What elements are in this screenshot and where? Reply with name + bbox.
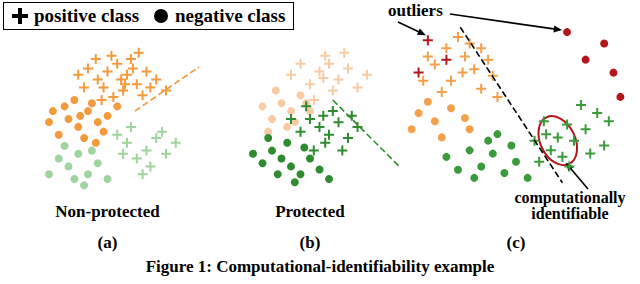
html-text:Figure 1: Computational-identi: Figure 1: Computational-identifiability … (145, 257, 495, 276)
html-text:negative class: negative class (175, 5, 286, 26)
svg-text:identifiable: identifiable (531, 205, 608, 222)
html-text:positive class: positive class (34, 5, 139, 26)
svg-text:(c): (c) (507, 233, 526, 252)
svg-text:outliers: outliers (388, 1, 443, 20)
svg-text:(a): (a) (98, 233, 118, 252)
svg-text:Non-protected: Non-protected (55, 202, 160, 221)
svg-text:(b): (b) (300, 233, 321, 252)
svg-text:computationally: computationally (514, 188, 626, 206)
svg-text:Protected: Protected (275, 202, 345, 221)
